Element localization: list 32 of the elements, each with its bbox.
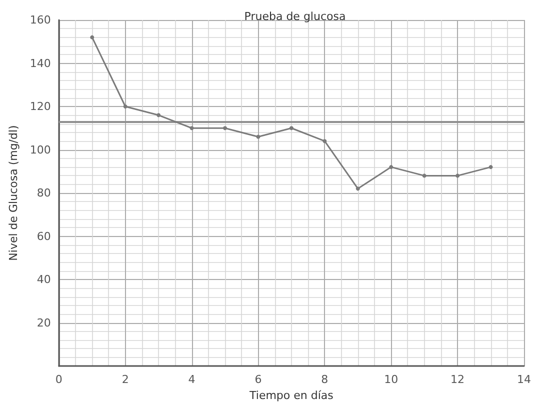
point [90, 35, 94, 40]
point [223, 126, 228, 130]
y-tick-label: 160 [30, 14, 51, 26]
point [356, 186, 360, 191]
y-tick-label: 100 [30, 143, 51, 156]
point [190, 126, 194, 130]
x-tick-label: 10 [384, 373, 398, 386]
point [123, 104, 128, 108]
point [389, 165, 394, 170]
point [422, 174, 426, 178]
y-tick-label: 40 [36, 273, 51, 286]
y-axis-title: Nivel de Glucosa (mg/dl) [7, 125, 20, 261]
y-tick-label: 120 [30, 100, 51, 113]
point [488, 165, 493, 170]
x-tick-label: 14 [517, 373, 531, 386]
x-axis-title: Tiempo en días [248, 389, 334, 402]
point [322, 139, 327, 144]
point [289, 126, 294, 130]
point [156, 113, 161, 118]
point [456, 174, 460, 178]
x-tick-label: 0 [55, 373, 62, 386]
y-tick-label: 20 [36, 316, 51, 330]
x-tick-label: 6 [254, 373, 262, 386]
y-tick-label: 60 [36, 230, 51, 243]
x-tick-label: 4 [188, 373, 196, 386]
point [256, 134, 260, 139]
y-tick-label: 140 [30, 56, 51, 70]
y-tick-label: 80 [36, 186, 51, 200]
chart-title: Prueba de glucosa [244, 10, 346, 23]
x-tick-label: 2 [122, 373, 129, 386]
x-tick-label: 8 [321, 373, 328, 386]
x-tick-label: 12 [450, 373, 465, 386]
